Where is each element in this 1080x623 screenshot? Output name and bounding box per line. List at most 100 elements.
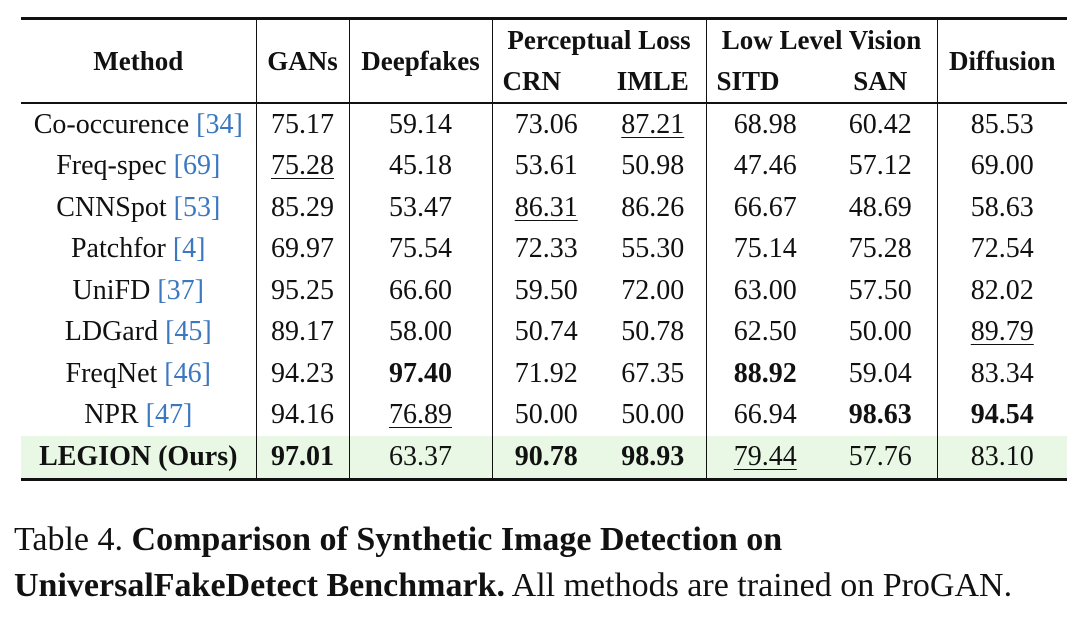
score-value: 90.78 xyxy=(514,440,578,472)
score-value: 58.00 xyxy=(389,316,452,348)
method-cell: Freq-spec [69] xyxy=(21,145,257,187)
citation-link[interactable]: [34] xyxy=(196,108,243,140)
value-cell: 50.00 xyxy=(824,311,938,353)
value-cell: 94.23 xyxy=(256,353,350,395)
value-cell: 72.33 xyxy=(492,229,600,271)
table-row: FreqNet [46] 94.23 97.40 71.92 67.35 88.92 59.… xyxy=(21,353,1067,395)
method-name: Co-occurence xyxy=(33,108,190,140)
method-cell: LEGION (Ours) xyxy=(21,436,257,481)
value-cell: 66.94 xyxy=(706,395,824,437)
value-cell: 75.54 xyxy=(349,228,493,270)
value-cell: 75.28 xyxy=(824,228,938,270)
score-value: 66.94 xyxy=(733,399,797,431)
citation-number: 4 xyxy=(182,233,197,265)
method-cell: NPR [47] xyxy=(21,394,257,436)
score-value: 59.04 xyxy=(848,357,912,389)
score-value: 50.74 xyxy=(514,316,578,348)
citation-number: 45 xyxy=(174,316,203,348)
score-value: 89.17 xyxy=(271,316,334,348)
score-value: 82.02 xyxy=(970,274,1034,306)
value-cell: 59.14 xyxy=(349,103,493,146)
value-cell: 71.92 xyxy=(492,353,600,395)
table-caption: Table 4. Comparison of Synthetic Image D… xyxy=(14,517,1074,609)
value-cell: 47.46 xyxy=(706,146,824,188)
value-cell: 83.34 xyxy=(937,353,1067,395)
table-row: CNNSpot [53] 85.29 53.47 86.31 86.26 66.67 48.… xyxy=(21,187,1067,229)
score-value: 94.23 xyxy=(271,357,334,389)
value-cell: 50.00 xyxy=(492,395,600,437)
method-cell: LDGard [45] xyxy=(21,311,257,353)
value-cell: 85.29 xyxy=(256,187,350,229)
value-cell: 72.00 xyxy=(600,270,707,312)
value-cell: 68.98 xyxy=(706,103,824,146)
value-cell: 50.00 xyxy=(600,394,707,436)
results-table: Method GANs Deepfakes Perceptual Loss Lo… xyxy=(21,17,1067,481)
value-cell: 94.54 xyxy=(937,395,1067,437)
table-body: Co-occurence [34] 75.17 59.14 73.06 87.21 68.… xyxy=(21,103,1067,481)
value-cell: 67.35 xyxy=(600,353,707,395)
value-cell: 97.01 xyxy=(256,436,350,481)
score-value: 47.46 xyxy=(733,150,797,182)
score-value: 53.61 xyxy=(514,150,578,182)
score-value: 85.53 xyxy=(970,108,1034,140)
header-method: Method xyxy=(21,17,257,104)
citation-link[interactable]: [46] xyxy=(164,357,211,389)
caption-label: Table 4. xyxy=(14,521,124,558)
score-value: 68.98 xyxy=(733,108,797,140)
value-cell: 75.28 xyxy=(256,145,350,187)
value-cell: 66.67 xyxy=(706,187,824,229)
score-value: 94.16 xyxy=(271,399,334,431)
score-value: 50.98 xyxy=(621,150,685,182)
citation-link[interactable]: [45] xyxy=(165,316,212,348)
header-sitd: SITD xyxy=(706,61,824,104)
score-value: 48.69 xyxy=(848,191,912,223)
header-imle: IMLE xyxy=(600,61,707,104)
value-cell: 63.00 xyxy=(706,270,824,312)
table-row: Freq-spec [69] 75.28 45.18 53.61 50.98 47.46 5… xyxy=(21,145,1067,188)
method-name: UniFD xyxy=(72,274,151,306)
value-cell: 98.63 xyxy=(824,394,938,436)
value-cell: 58.63 xyxy=(937,187,1067,229)
value-cell: 63.37 xyxy=(349,436,493,481)
score-value: 59.14 xyxy=(389,108,452,140)
value-cell: 97.40 xyxy=(349,353,493,395)
value-cell: 58.00 xyxy=(349,311,493,353)
citation-link[interactable]: [37] xyxy=(157,274,204,306)
value-cell: 75.17 xyxy=(256,103,350,146)
score-value: 69.00 xyxy=(970,150,1034,182)
score-value: 50.78 xyxy=(621,316,685,348)
score-value: 85.29 xyxy=(271,191,334,223)
value-cell: 94.16 xyxy=(256,394,350,436)
citation-link[interactable]: [4] xyxy=(172,233,206,265)
score-value: 75.28 xyxy=(271,150,334,182)
value-cell: 69.97 xyxy=(256,228,350,270)
table-row: Co-occurence [34] 75.17 59.14 73.06 87.21 68.… xyxy=(21,103,1067,146)
citation-number: 47 xyxy=(154,399,183,431)
table-row: LEGION (Ours) 97.01 63.37 90.78 98.93 79.44 57… xyxy=(21,436,1067,481)
score-value: 87.21 xyxy=(621,108,685,140)
value-cell: 88.92 xyxy=(706,353,824,395)
header-perceptual-loss: Perceptual Loss xyxy=(492,17,707,61)
header-san: SAN xyxy=(824,61,938,104)
value-cell: 87.21 xyxy=(600,103,707,146)
value-cell: 57.50 xyxy=(824,270,938,312)
citation-link[interactable]: [47] xyxy=(145,399,193,431)
caption-title: Comparison of Synthetic Image Detection … xyxy=(14,521,783,604)
header-diffusion: Diffusion xyxy=(937,17,1067,104)
method-cell: CNNSpot [53] xyxy=(21,187,257,229)
value-cell: 50.78 xyxy=(600,311,707,353)
value-cell: 62.50 xyxy=(706,312,824,354)
score-value: 71.92 xyxy=(514,357,578,389)
score-value: 60.42 xyxy=(848,108,912,140)
value-cell: 89.79 xyxy=(937,312,1067,354)
table-row: LDGard [45] 89.17 58.00 50.74 50.78 62.50 50.0… xyxy=(21,311,1067,354)
citation-link[interactable]: [53] xyxy=(173,191,221,223)
score-value: 55.30 xyxy=(621,233,685,265)
value-cell: 76.89 xyxy=(349,394,493,436)
citation-link[interactable]: [69] xyxy=(173,150,221,182)
score-value: 62.50 xyxy=(733,316,797,348)
value-cell: 75.14 xyxy=(706,229,824,271)
value-cell: 73.06 xyxy=(492,103,600,146)
score-value: 66.60 xyxy=(389,274,452,306)
score-value: 53.47 xyxy=(389,191,452,223)
